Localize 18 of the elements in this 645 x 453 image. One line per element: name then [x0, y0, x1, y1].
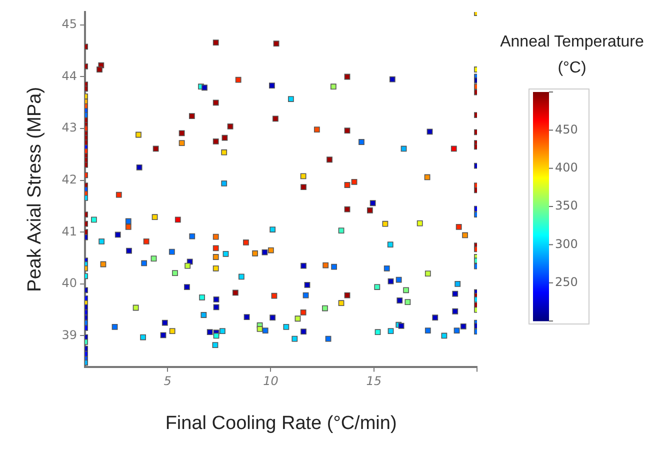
- color-bar-label: 400: [555, 160, 578, 174]
- y-tick-label: 44: [62, 68, 78, 83]
- x-axis-title: Final Cooling Rate (°C/min): [165, 412, 397, 434]
- color-bar-label: 250: [555, 274, 578, 289]
- x-tick-label: 15: [366, 374, 382, 388]
- y-tick-label: 45: [62, 17, 78, 32]
- color-bar-label: 350: [555, 198, 578, 213]
- color-bar-label: 450: [555, 122, 578, 136]
- x-tick-label: 10: [263, 374, 279, 388]
- color-bar-label: 300: [555, 236, 578, 251]
- color-bar-title: Anneal Temperature (°C): [500, 33, 644, 76]
- y-tick-label: 42: [62, 172, 78, 186]
- y-tick-label: 39: [62, 328, 78, 342]
- x-tick-label: 5: [164, 374, 172, 388]
- y-tick-label: 43: [62, 120, 78, 135]
- y-tick-label: 40: [62, 276, 78, 290]
- y-tick-label: 41: [62, 224, 78, 238]
- y-axis-title: Peak Axial Stress (MPa): [24, 86, 46, 292]
